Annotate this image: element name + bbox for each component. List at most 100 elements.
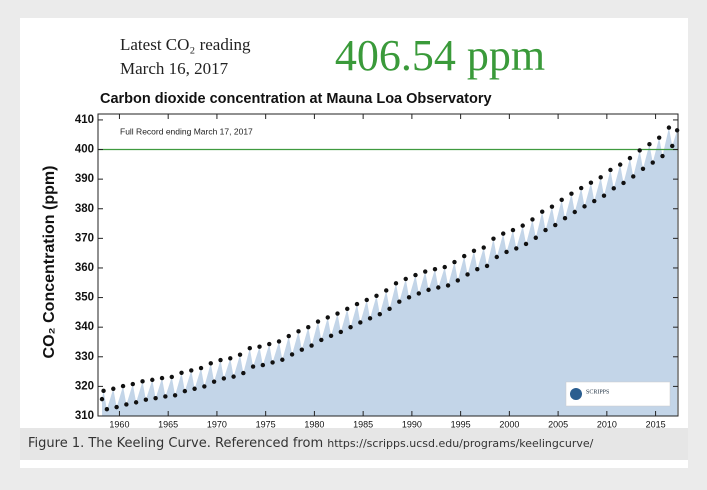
- y-axis-label: CO₂ Concentration (ppm): [41, 166, 58, 359]
- data-point: [377, 311, 383, 317]
- x-tick-label: 2000: [499, 419, 519, 429]
- data-point: [192, 386, 197, 391]
- data-point: [276, 339, 282, 344]
- data-point: [280, 357, 285, 362]
- data-point: [163, 394, 168, 399]
- reading-label: Latest CO₂ reading: [120, 35, 251, 54]
- data-point: [562, 216, 568, 221]
- x-tick-label: 2010: [597, 419, 617, 429]
- chart-title: Carbon dioxide concentration at Mauna Lo…: [100, 91, 492, 107]
- data-point: [650, 160, 655, 165]
- data-point: [423, 269, 428, 274]
- x-tick-label: 1965: [158, 419, 178, 429]
- data-point: [228, 356, 233, 361]
- caption-text: Figure 1. The Keeling Curve. Referenced …: [28, 436, 328, 451]
- data-point: [338, 329, 344, 335]
- data-point: [514, 246, 519, 251]
- y-tick-label: 380: [75, 203, 94, 215]
- data-point: [182, 388, 188, 394]
- data-point: [202, 384, 207, 389]
- data-point: [387, 306, 392, 312]
- data-point: [445, 283, 451, 288]
- data-point: [621, 180, 626, 186]
- data-point: [442, 264, 447, 270]
- data-point: [462, 253, 467, 259]
- data-point: [413, 272, 418, 278]
- data-point: [436, 285, 441, 290]
- x-tick-label: 2005: [548, 419, 568, 429]
- area: [101, 127, 678, 417]
- y-tick-label: 310: [75, 410, 94, 422]
- reading-date: March 16, 2017: [120, 59, 229, 78]
- data-point: [374, 293, 379, 298]
- data-point: [140, 379, 145, 384]
- data-point: [111, 386, 116, 391]
- data-point: [198, 365, 204, 371]
- data-point: [481, 245, 486, 250]
- data-point: [494, 254, 499, 260]
- data-point: [124, 402, 129, 407]
- data-point: [393, 281, 399, 286]
- data-point: [315, 319, 321, 324]
- data-point: [169, 374, 174, 380]
- data-point: [104, 406, 110, 412]
- data-point: [153, 396, 158, 401]
- data-point: [358, 320, 363, 325]
- x-tick-label: 1970: [207, 419, 227, 429]
- data-point: [510, 227, 516, 233]
- data-point: [120, 383, 126, 389]
- reading-value: 406.54 ppm: [335, 31, 545, 80]
- data-point: [241, 370, 246, 376]
- data-point: [501, 231, 506, 236]
- data-point: [189, 368, 194, 373]
- data-point: [260, 362, 266, 368]
- data-point: [286, 333, 291, 339]
- logo-box: [565, 381, 671, 407]
- data-point: [354, 301, 360, 307]
- plot-frame: [97, 113, 679, 417]
- data-point: [484, 263, 490, 269]
- y-tick-label: 330: [75, 351, 94, 363]
- y-tick-label: 340: [75, 321, 94, 333]
- caption-link[interactable]: https://scripps.ucsd.edu/programs/keelin…: [327, 437, 594, 450]
- annotation: Full Record ending March 17, 2017: [120, 126, 253, 136]
- data-point: [504, 249, 509, 255]
- data-point: [367, 316, 373, 321]
- x-tick-label: 1985: [353, 419, 373, 429]
- data-point: [250, 364, 256, 369]
- data-point: [221, 376, 227, 381]
- data-point: [384, 288, 389, 293]
- data-point: [543, 227, 548, 233]
- data-point: [211, 379, 217, 384]
- data-point: [533, 235, 538, 240]
- logo-text: SCRIPPS: [586, 389, 609, 395]
- data-point: [627, 155, 633, 161]
- data-point: [592, 198, 597, 204]
- data-point: [631, 174, 636, 179]
- data-point: [133, 400, 139, 405]
- logo-emblem: [570, 388, 582, 400]
- data-point: [319, 337, 324, 343]
- data-point: [325, 315, 330, 320]
- data-point: [491, 236, 496, 241]
- data-point: [231, 374, 236, 379]
- x-tick-label: 1990: [402, 419, 422, 429]
- y-tick-label: 410: [75, 114, 94, 126]
- chart: Latest CO₂ reading March 16, 2017 406.54…: [41, 31, 680, 429]
- data-point: [601, 193, 607, 198]
- data-point: [432, 266, 438, 272]
- data-point: [640, 166, 646, 171]
- data-point: [660, 153, 665, 159]
- data-point: [452, 259, 457, 265]
- x-tick-label: 1975: [256, 419, 276, 429]
- data-point: [218, 357, 223, 363]
- data-point: [559, 197, 564, 203]
- data-point: [579, 185, 584, 191]
- data-point: [309, 343, 314, 348]
- data-point: [520, 223, 525, 228]
- data-point: [159, 375, 165, 381]
- data-point: [335, 311, 340, 316]
- data-point: [598, 175, 603, 180]
- y-tick-label: 390: [75, 173, 94, 185]
- data-point: [289, 352, 295, 357]
